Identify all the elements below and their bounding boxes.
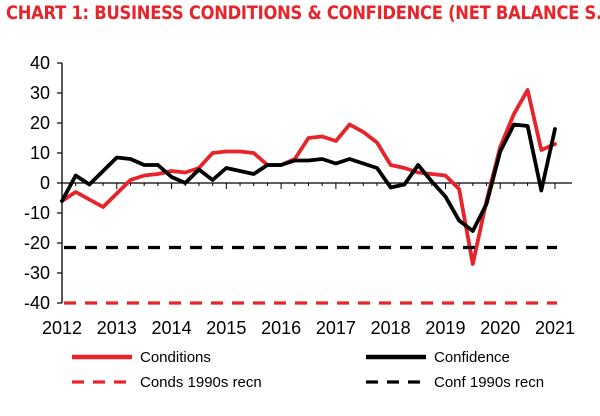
y-tick-label: 0 [40, 173, 50, 193]
x-tick-label: 2013 [97, 318, 137, 338]
x-tick-label: 2020 [480, 318, 520, 338]
y-tick-label: 20 [30, 113, 50, 133]
x-tick-label: 2016 [261, 318, 301, 338]
y-tick-label: -20 [24, 233, 50, 253]
y-tick-label: 10 [30, 143, 50, 163]
series-line-conditions [60, 88, 557, 266]
legend-label: Confidence [434, 349, 510, 366]
y-tick-label: 30 [30, 83, 50, 103]
chart-title: CHART 1: BUSINESS CONDITIONS & CONFIDENC… [6, 2, 600, 24]
legend-label: Conditions [140, 349, 211, 366]
y-tick-label: -30 [24, 263, 50, 283]
y-tick-label: -10 [24, 203, 50, 223]
y-tick-label: 40 [30, 53, 50, 73]
x-tick-label: 2014 [152, 318, 192, 338]
y-tick-label: -40 [24, 293, 50, 313]
legend-label: Conds 1990s recn [140, 374, 262, 391]
x-tick-label: 2012 [42, 318, 82, 338]
x-tick-label: 2019 [425, 318, 465, 338]
x-tick-label: 2021 [535, 318, 575, 338]
legend-label: Conf 1990s recn [434, 374, 544, 391]
x-tick-label: 2017 [316, 318, 356, 338]
series-line-confidence [60, 122, 557, 233]
x-tick-label: 2015 [206, 318, 246, 338]
x-tick-label: 2018 [371, 318, 411, 338]
